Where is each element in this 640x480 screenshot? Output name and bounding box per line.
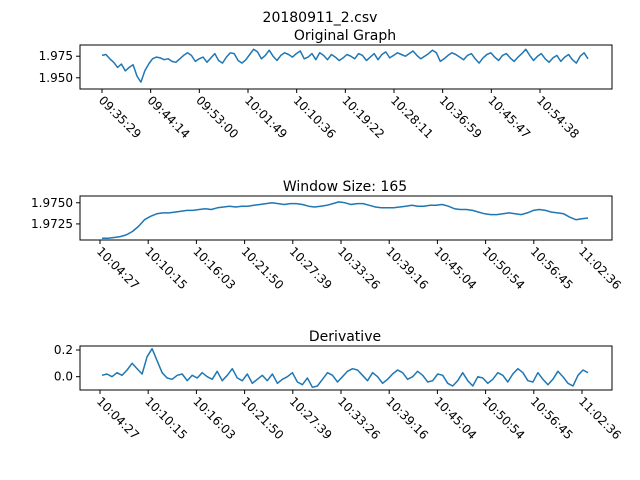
series-line — [101, 48, 589, 83]
x-tick-label: 10:16:03 — [190, 244, 238, 292]
x-tick-label: 10:10:15 — [142, 394, 190, 442]
x-tick-label: 10:56:45 — [528, 394, 576, 442]
series-line — [101, 347, 589, 389]
x-tick-label: 10:45:04 — [431, 244, 479, 292]
x-tick-label: 10:04:27 — [94, 244, 142, 292]
x-tick-label: 10:45:04 — [431, 394, 479, 442]
x-tick-label: 10:10:15 — [142, 244, 190, 292]
x-tick-label: 09:53:00 — [193, 93, 241, 141]
x-tick-label: 10:27:39 — [287, 244, 335, 292]
x-tick-label: 10:01:49 — [242, 93, 290, 141]
x-tick-label: 10:39:16 — [383, 394, 431, 442]
y-tick-label: 1.950 — [39, 71, 73, 85]
x-tick-label: 10:10:36 — [291, 93, 339, 141]
x-tick-label: 10:04:27 — [94, 394, 142, 442]
x-tick-label: 10:45:47 — [485, 93, 533, 141]
plot-area: 1.950 1.975 09:35:29 09:44:14 09:53:00 10:01:… — [39, 48, 589, 141]
y-tick-label: 0.0 — [54, 370, 73, 384]
axes-frame — [79, 195, 613, 241]
x-tick-label: 10:21:50 — [238, 244, 286, 292]
x-tick-label: 09:35:29 — [96, 93, 144, 141]
subplot-title: Original Graph — [294, 28, 396, 44]
y-tick-label: 0.2 — [54, 343, 73, 357]
x-tick-label: 10:28:11 — [388, 93, 436, 141]
x-tick-label: 10:56:45 — [528, 244, 576, 292]
axes-frame — [79, 44, 613, 90]
subplot-derivative: Derivative 0.0 0.2 10:04:27 10:10:15 10:16:0… — [54, 329, 624, 442]
series-line — [102, 201, 589, 240]
x-tick-label: 10:36:59 — [437, 93, 485, 141]
y-tick-label: 1.975 — [39, 49, 73, 63]
x-tick-label: 10:33:26 — [335, 244, 383, 292]
figure-suptitle: 20180911_2.csv — [263, 10, 378, 26]
x-tick-label: 10:50:54 — [479, 394, 527, 442]
x-tick-label: 10:27:39 — [287, 394, 335, 442]
subplot-title: Derivative — [309, 329, 381, 345]
x-tick-label: 10:50:54 — [479, 244, 527, 292]
x-tick-label: 10:39:16 — [383, 244, 431, 292]
y-tick-label: 1.9725 — [31, 217, 73, 231]
x-tick-label: 10:16:03 — [190, 394, 238, 442]
x-tick-label: 09:44:14 — [145, 93, 193, 141]
x-tick-label: 11:02:36 — [576, 394, 624, 442]
subplot-original: Original Graph 1.950 1.975 09:35:29 09:44:1… — [39, 28, 613, 141]
x-tick-label: 10:54:38 — [534, 93, 582, 141]
x-tick-label: 10:33:26 — [335, 394, 383, 442]
axes-frame — [79, 345, 613, 391]
x-tick-label: 11:02:36 — [576, 244, 624, 292]
y-tick-label: 1.9750 — [31, 196, 73, 210]
x-tick-label: 10:21:50 — [238, 394, 286, 442]
x-tick-label: 10:19:22 — [339, 93, 387, 141]
subplot-title: Window Size: 165 — [283, 179, 407, 195]
plot-area: 0.00.210:04:27 10:10:15 10:16:03 10:21:50 10… — [54, 343, 624, 442]
